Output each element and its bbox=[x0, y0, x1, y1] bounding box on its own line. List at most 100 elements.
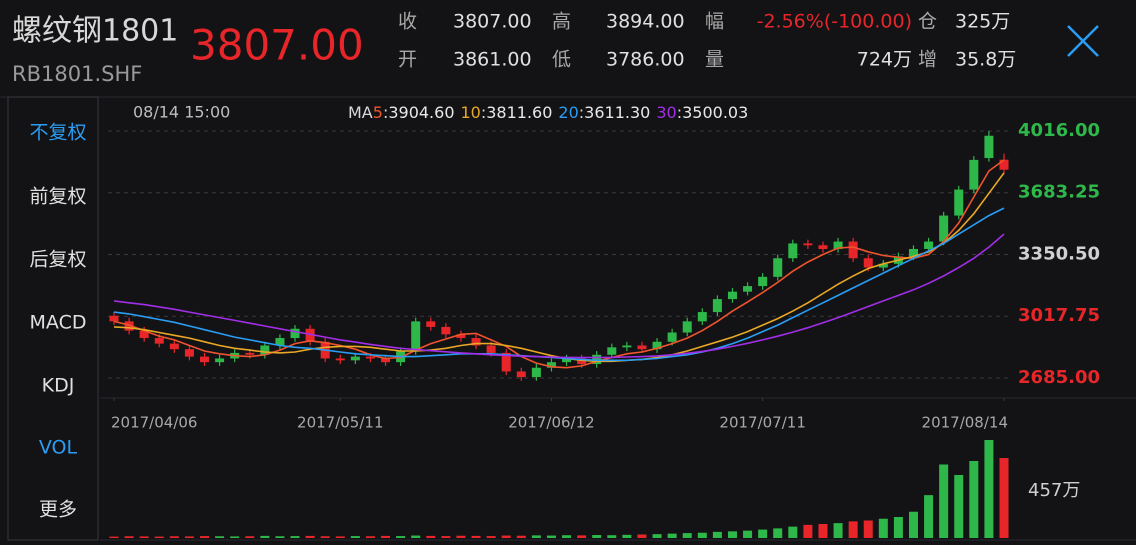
volume-bar bbox=[939, 464, 949, 538]
candle-body bbox=[622, 345, 632, 348]
candle-body bbox=[426, 321, 436, 327]
ma-legend: MA5:3904.60 10:3811.60 20:3611.30 30:3500.0… bbox=[348, 103, 748, 122]
volume-bar bbox=[999, 458, 1009, 538]
volume-bar bbox=[546, 535, 556, 538]
candle-body bbox=[758, 276, 768, 287]
stat-value: 724万 bbox=[857, 49, 912, 71]
candle-body bbox=[275, 338, 285, 346]
stat-value: 35.8万 bbox=[955, 49, 1016, 71]
volume-bar bbox=[365, 536, 375, 538]
instrument-code: RB1801.SHF bbox=[12, 62, 142, 86]
menu-item[interactable]: 后复权 bbox=[29, 249, 86, 271]
volume-bar bbox=[562, 535, 572, 538]
candle-body bbox=[305, 328, 315, 342]
candle-body bbox=[848, 241, 858, 259]
menu-item[interactable]: KDJ bbox=[42, 375, 75, 397]
candle-body bbox=[577, 358, 587, 365]
volume-bar bbox=[969, 461, 979, 538]
volume-bar bbox=[411, 535, 421, 538]
menu-item[interactable]: 前复权 bbox=[29, 186, 86, 208]
volume-bar bbox=[622, 534, 632, 538]
volume-bar bbox=[954, 475, 964, 538]
candle-body bbox=[954, 189, 964, 216]
menu-item[interactable]: 更多 bbox=[39, 499, 77, 521]
stat-label: 增 bbox=[918, 49, 937, 71]
time-label: 08/14 15:00 bbox=[133, 103, 230, 122]
candle-body bbox=[592, 354, 602, 365]
candle-body bbox=[335, 358, 345, 361]
candle-body bbox=[531, 367, 541, 378]
y-tick-label: 3683.25 bbox=[1018, 182, 1100, 203]
candle-body bbox=[562, 358, 572, 363]
volume-bar bbox=[637, 534, 647, 538]
stat-value: 3861.00 bbox=[453, 49, 532, 71]
volume-bar bbox=[335, 536, 345, 538]
instrument-name: 螺纹钢1801 bbox=[12, 14, 178, 49]
candle-body bbox=[712, 299, 722, 313]
candle-body bbox=[833, 241, 843, 249]
volume-bar bbox=[924, 495, 934, 538]
volume-bar bbox=[727, 531, 737, 538]
volume-bar bbox=[486, 536, 496, 538]
menu-item[interactable]: MACD bbox=[30, 312, 87, 334]
x-tick-label: 2017/08/14 bbox=[922, 414, 1008, 432]
candle-body bbox=[908, 248, 918, 257]
menu-item[interactable]: VOL bbox=[39, 437, 78, 459]
volume-bar bbox=[667, 533, 677, 538]
volume-bar bbox=[863, 520, 873, 538]
volume-bar bbox=[712, 531, 722, 538]
candle-body bbox=[516, 371, 526, 378]
ma-value: 3811.60 bbox=[486, 103, 552, 122]
candle-body bbox=[773, 258, 783, 277]
volume-bar bbox=[426, 535, 436, 538]
volume-bar bbox=[124, 536, 134, 538]
x-tick-label: 2017/04/06 bbox=[111, 414, 197, 432]
stat-value: 3786.00 bbox=[606, 49, 685, 71]
candle-body bbox=[924, 241, 934, 249]
volume-bar bbox=[471, 535, 481, 538]
stat-value: 3894.00 bbox=[606, 11, 685, 33]
close-button[interactable] bbox=[1060, 18, 1106, 64]
ma-prefix: MA bbox=[348, 103, 373, 122]
candle-body bbox=[245, 352, 255, 355]
candle-body bbox=[999, 159, 1009, 170]
candle-body bbox=[984, 135, 994, 159]
candle-body bbox=[727, 291, 737, 300]
ma-name: 5 bbox=[373, 103, 383, 122]
candle-body bbox=[411, 321, 421, 352]
ma-name: 30 bbox=[656, 103, 676, 122]
stat-value: 325万 bbox=[955, 11, 1010, 33]
volume-bar bbox=[908, 511, 918, 538]
stat-label: 仓 bbox=[918, 11, 937, 33]
menu-box bbox=[7, 96, 99, 541]
stat-label: 高 bbox=[552, 11, 571, 33]
volume-bar bbox=[607, 535, 617, 538]
candle-body bbox=[863, 258, 873, 268]
volume-bar bbox=[396, 536, 406, 538]
volume-bar bbox=[592, 535, 602, 538]
volume-bar bbox=[773, 528, 783, 538]
candle-body bbox=[637, 345, 647, 350]
stat-label: 收 bbox=[398, 11, 417, 33]
candle-body bbox=[381, 358, 391, 363]
candle-body bbox=[215, 358, 225, 363]
y-tick-label: 3350.50 bbox=[1018, 243, 1100, 264]
volume-bar bbox=[652, 534, 662, 538]
volume-bar bbox=[305, 535, 315, 538]
volume-bar bbox=[109, 536, 119, 538]
close-icon[interactable] bbox=[1067, 25, 1099, 57]
volume-bar bbox=[516, 535, 526, 538]
candle-body bbox=[501, 352, 511, 372]
stat-value: 3807.00 bbox=[453, 11, 532, 33]
volume-bar bbox=[848, 521, 858, 538]
ma-line bbox=[113, 233, 1005, 359]
volume-bar bbox=[200, 536, 210, 538]
ma-value: 3904.60 bbox=[388, 103, 454, 122]
menu-item[interactable]: 不复权 bbox=[29, 122, 86, 144]
ma-value: 3500.03 bbox=[682, 103, 748, 122]
y-tick-label: 3017.75 bbox=[1018, 305, 1100, 326]
candle-body bbox=[260, 345, 270, 355]
stat-label: 低 bbox=[552, 49, 571, 71]
